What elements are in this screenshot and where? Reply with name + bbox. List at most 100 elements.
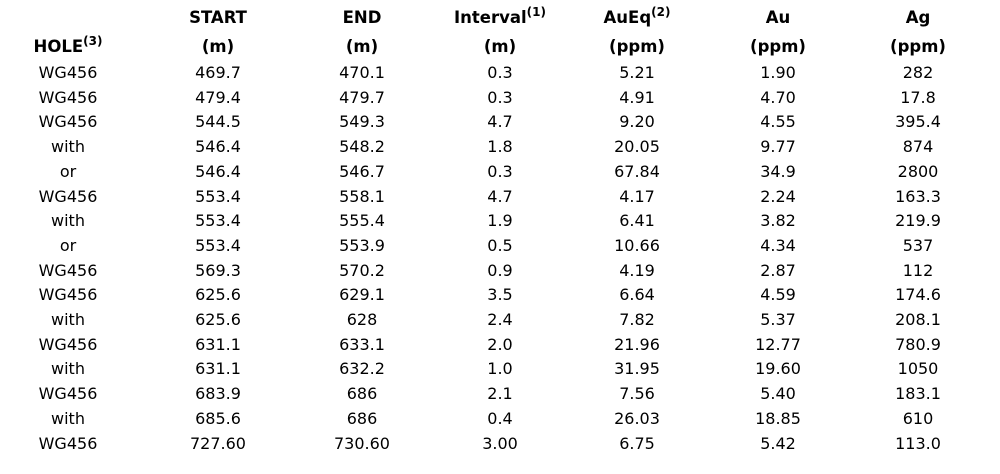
header-footnote: (2): [651, 5, 671, 19]
header-cell: Interval(1): [430, 5, 570, 28]
hole-cell: WG456: [38, 384, 98, 404]
value-cell: 4.55: [760, 112, 796, 132]
value-cell: 2.24: [760, 186, 796, 206]
value-cell: 685.6: [195, 408, 241, 428]
value-cell: 570.2: [339, 260, 385, 280]
header-label: Au: [765, 8, 791, 27]
value-cell: 555.4: [339, 211, 385, 231]
value-cell: 628: [346, 310, 378, 329]
header-unit: (ppm): [750, 37, 806, 56]
value-cell: 633.1: [339, 334, 385, 354]
value-cell: 470.1: [339, 63, 385, 82]
value-cell: 6.64: [619, 285, 655, 305]
value-cell: 20.05: [614, 137, 660, 157]
header-label: END: [342, 8, 382, 27]
hole-cell: WG456: [38, 112, 98, 132]
value-cell: 1.0: [487, 359, 513, 379]
header-label: START: [189, 8, 247, 27]
value-cell: 4.91: [619, 87, 655, 107]
hole-cell: WG456: [38, 186, 98, 206]
value-cell: 19.60: [755, 359, 801, 379]
value-cell: 1050: [897, 359, 939, 379]
value-cell: 1.90: [760, 63, 796, 82]
value-cell: 727.60: [190, 433, 246, 453]
value-cell: 67.84: [614, 161, 660, 181]
value-cell: 2.87: [760, 260, 796, 280]
value-cell: 546.7: [339, 161, 385, 181]
hole-cell: WG456: [38, 285, 98, 305]
header-cell: START: [148, 8, 288, 28]
value-cell: 5.40: [760, 384, 796, 404]
value-cell: 3.82: [760, 211, 796, 231]
hole-cell: WG456: [38, 433, 98, 453]
value-cell: 0.3: [487, 87, 513, 107]
value-cell: 469.7: [195, 63, 241, 82]
hole-cell: WG456: [38, 334, 98, 354]
hole-cell: with: [51, 310, 85, 329]
value-cell: 0.9: [487, 260, 513, 280]
value-cell: 3.00: [482, 433, 518, 453]
header-label: HOLE: [33, 37, 84, 56]
value-cell: 21.96: [614, 334, 660, 354]
value-cell: 546.4: [195, 161, 241, 181]
value-cell: 0.3: [487, 63, 513, 82]
value-cell: 4.59: [760, 285, 796, 305]
value-cell: 1.8: [487, 137, 513, 157]
value-cell: 2.4: [487, 310, 513, 329]
value-cell: 546.4: [195, 137, 241, 157]
header-unit: (ppm): [890, 37, 946, 56]
value-cell: 0.4: [487, 408, 513, 428]
value-cell: 1.9: [487, 211, 513, 231]
value-cell: 553.4: [195, 235, 241, 255]
value-cell: 4.7: [487, 112, 513, 132]
value-cell: 2.1: [487, 384, 513, 404]
value-cell: 549.3: [339, 112, 385, 132]
header-cell: Ag: [848, 8, 988, 28]
value-cell: 553.4: [195, 211, 241, 231]
hole-cell: WG456: [38, 87, 98, 107]
value-cell: 479.4: [195, 87, 241, 107]
value-cell: 5.37: [760, 310, 796, 329]
value-cell: 6.41: [619, 211, 655, 231]
value-cell: 553.4: [195, 186, 241, 206]
value-cell: 17.8: [900, 87, 936, 107]
value-cell: 3.5: [487, 285, 513, 305]
value-cell: 2800: [897, 161, 939, 181]
hole-cell: WG456: [38, 260, 98, 280]
value-cell: 4.7: [487, 186, 513, 206]
value-cell: 874: [902, 137, 934, 157]
value-cell: 537: [902, 235, 934, 255]
header-unit: (m): [201, 37, 235, 56]
value-cell: 553.9: [339, 235, 385, 255]
value-cell: 7.82: [619, 310, 655, 329]
header-footnote: (1): [526, 5, 546, 19]
value-cell: 10.66: [614, 235, 660, 255]
header-unit: (m): [483, 37, 517, 56]
value-cell: 4.17: [619, 186, 655, 206]
value-cell: 629.1: [339, 285, 385, 305]
value-cell: 686: [346, 408, 378, 428]
value-cell: 6.75: [619, 433, 655, 453]
header-unit: (m): [345, 37, 379, 56]
hole-cell: WG456: [38, 63, 98, 82]
value-cell: 0.3: [487, 161, 513, 181]
value-cell: 479.7: [339, 87, 385, 107]
value-cell: 5.21: [619, 63, 655, 82]
value-cell: 12.77: [755, 334, 801, 354]
value-cell: 569.3: [195, 260, 241, 280]
value-cell: 34.9: [760, 161, 796, 181]
header-label: Ag: [905, 8, 931, 27]
value-cell: 548.2: [339, 137, 385, 157]
header-footnote: (3): [83, 34, 103, 48]
value-cell: 2.0: [487, 334, 513, 354]
value-cell: 18.85: [755, 408, 801, 428]
value-cell: 632.2: [339, 359, 385, 379]
value-cell: 9.20: [619, 112, 655, 132]
value-cell: 4.19: [619, 260, 655, 280]
header-label: Interval: [454, 8, 527, 27]
value-cell: 0.5: [487, 235, 513, 255]
hole-cell: with: [51, 137, 85, 157]
value-cell: 631.1: [195, 334, 241, 354]
value-cell: 683.9: [195, 384, 241, 404]
